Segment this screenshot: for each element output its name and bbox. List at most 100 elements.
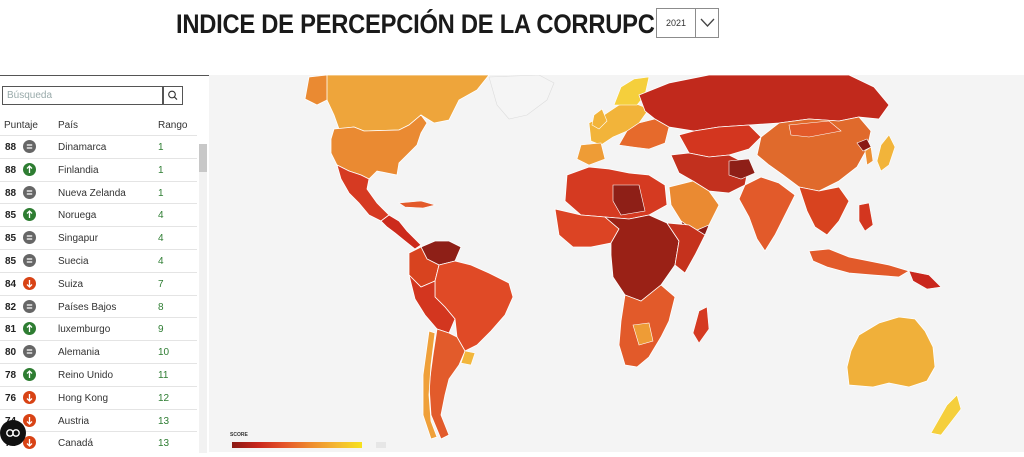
equal-icon <box>23 231 36 245</box>
country-botswana[interactable] <box>632 322 654 346</box>
country-greenland[interactable] <box>488 74 555 120</box>
table-header: Puntaje País Rango <box>0 120 209 134</box>
country-name: luxemburgo <box>58 324 111 336</box>
rank-value: 1 <box>158 142 164 153</box>
country-uruguay[interactable] <box>460 350 476 366</box>
col-country[interactable]: País <box>58 120 79 131</box>
region-east-africa[interactable] <box>666 222 706 274</box>
divider <box>695 9 696 37</box>
rank-value: 12 <box>158 392 170 404</box>
equal-icon <box>23 299 36 313</box>
rank-value: 4 <box>158 210 164 222</box>
table-row[interactable]: 85 Noruega 4 <box>0 203 197 226</box>
country-list: 88 Dinamarca 1 88 Finlandia 1 88 Nueva Zelanda 1… <box>0 135 197 454</box>
country-mongolia[interactable] <box>788 120 842 138</box>
region-caribbean[interactable] <box>398 200 437 209</box>
table-row[interactable]: 76 Hong Kong 12 <box>0 385 197 409</box>
rank-value: 1 <box>158 164 164 176</box>
col-rank[interactable]: Rango <box>158 120 188 131</box>
year-value: 2021 <box>665 18 687 28</box>
table-row[interactable]: 74Austria13 <box>0 408 197 432</box>
region-europe-east[interactable] <box>618 118 670 150</box>
ranking-panel: Puntaje País Rango 88 Dinamarca 1 88 Finland… <box>0 75 209 453</box>
legend-no-data-swatch <box>376 442 386 448</box>
country-name: Finlandia <box>58 164 99 176</box>
country-name: Reino Unido <box>58 369 114 381</box>
score-value: 84 <box>5 278 17 290</box>
equal-icon <box>23 253 36 267</box>
score-value: 85 <box>5 255 17 267</box>
country-australia[interactable] <box>846 316 936 388</box>
table-row[interactable]: 88 Dinamarca 1 <box>0 135 197 158</box>
country-chile[interactable] <box>422 330 438 440</box>
chevron-down-icon[interactable] <box>696 9 719 37</box>
region-southeast-asia[interactable] <box>798 186 850 236</box>
legend-color-scale <box>232 442 362 448</box>
world-map[interactable] <box>209 74 1024 452</box>
cookie-icon <box>6 429 20 437</box>
rank-value: 7 <box>158 278 164 290</box>
score-value: 81 <box>5 324 17 336</box>
arrow-down-icon <box>23 276 36 290</box>
score-value: 82 <box>5 301 17 313</box>
search-button[interactable] <box>163 86 183 105</box>
arrow-down-icon <box>23 390 36 404</box>
table-row[interactable]: 80 Alemania 10 <box>0 340 197 363</box>
rank-value: 11 <box>158 369 169 381</box>
rank-value: 13 <box>158 438 170 450</box>
country-afghanistan[interactable] <box>728 158 756 180</box>
table-row[interactable]: 88 Finlandia 1 <box>0 157 197 181</box>
country-india[interactable] <box>738 176 796 252</box>
table-row[interactable]: 85 Suecia 4 <box>0 248 197 272</box>
map-legend: SCORE <box>230 432 390 452</box>
equal-icon <box>23 185 36 199</box>
region-central-america[interactable] <box>380 214 422 250</box>
arrow-down-icon <box>23 436 36 450</box>
rank-value: 8 <box>158 301 164 313</box>
region-uk[interactable] <box>591 108 608 130</box>
table-row[interactable]: 78 Reino Unido 11 <box>0 362 197 386</box>
country-name: Países Bajos <box>58 301 117 313</box>
arrow-up-icon <box>23 367 36 381</box>
scrollbar[interactable] <box>199 144 207 453</box>
country-philippines[interactable] <box>858 202 874 232</box>
country-name: Noruega <box>58 210 97 222</box>
cookie-button[interactable] <box>0 420 26 446</box>
country-madagascar[interactable] <box>692 306 710 344</box>
arrow-up-icon <box>23 162 36 176</box>
search-input[interactable] <box>2 86 163 105</box>
rank-value: 4 <box>158 233 164 245</box>
country-papua-new-guinea[interactable] <box>908 270 942 290</box>
country-name: Alemania <box>58 347 100 359</box>
country-north-korea[interactable] <box>856 138 872 152</box>
table-row[interactable]: 82 Países Bajos 8 <box>0 294 197 318</box>
country-new-zealand[interactable] <box>930 394 962 436</box>
table-row[interactable]: 84 Suiza 7 <box>0 271 197 295</box>
rank-value: 13 <box>158 415 170 427</box>
region-iberia[interactable] <box>576 142 606 166</box>
country-peru[interactable] <box>408 273 456 334</box>
country-name: Hong Kong <box>58 392 109 404</box>
score-value: 88 <box>5 164 17 176</box>
score-value: 85 <box>5 210 17 222</box>
country-libya[interactable] <box>612 184 646 216</box>
equal-icon <box>23 140 36 153</box>
page-title: INDICE DE PERCEPCIÓN DE LA CORRUPCIÓN <box>176 9 697 39</box>
score-value: 85 <box>5 233 17 245</box>
table-row[interactable]: 88 Nueva Zelanda 1 <box>0 180 197 204</box>
arrow-down-icon <box>23 413 36 427</box>
col-score[interactable]: Puntaje <box>4 120 38 131</box>
scrollbar-thumb[interactable] <box>199 144 207 172</box>
rank-value: 10 <box>158 347 170 359</box>
country-alaska[interactable] <box>304 74 328 106</box>
country-name: Singapur <box>58 233 99 245</box>
table-row[interactable]: 81 luxemburgo 9 <box>0 317 197 340</box>
table-row[interactable]: 85 Singapur 4 <box>0 226 197 249</box>
region-indonesia[interactable] <box>808 248 910 278</box>
country-china[interactable] <box>756 116 872 192</box>
rank-value: 1 <box>158 187 164 199</box>
country-japan[interactable] <box>876 134 896 172</box>
country-name: Austria <box>58 415 90 427</box>
year-select[interactable]: 2021 <box>656 8 719 38</box>
table-row[interactable]: 74Canadá13 <box>0 431 197 454</box>
